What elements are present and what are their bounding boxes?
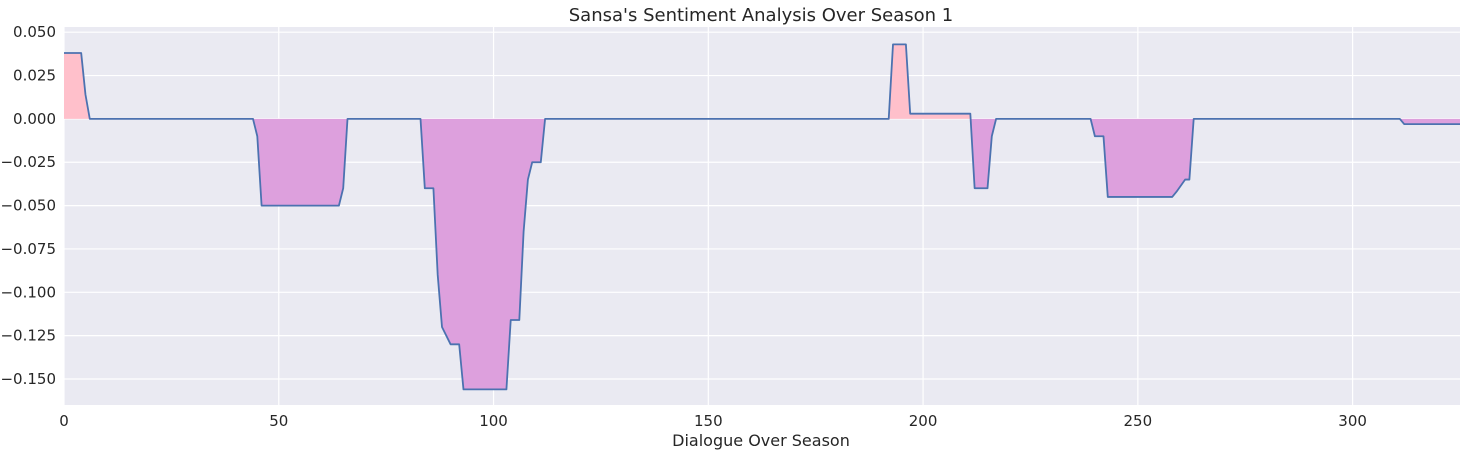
chart-title: Sansa's Sentiment Analysis Over Season 1 <box>569 5 954 26</box>
x-tick-label: 200 <box>909 412 938 430</box>
x-tick-label: 100 <box>479 412 508 430</box>
y-tick-label: −0.025 <box>0 153 56 171</box>
x-tick-label: 50 <box>269 412 288 430</box>
y-tick-label: 0.050 <box>13 23 56 41</box>
x-tick-label: 300 <box>1338 412 1367 430</box>
x-tick-label: 250 <box>1124 412 1153 430</box>
y-tick-label: −0.125 <box>0 327 56 345</box>
x-tick-label: 0 <box>59 412 69 430</box>
y-tick-label: −0.075 <box>0 240 56 258</box>
y-tick-label: −0.050 <box>0 197 56 215</box>
negative-sentiment-area <box>64 118 1460 390</box>
y-tick-label: −0.150 <box>0 370 56 388</box>
x-axis-label: Dialogue Over Season <box>672 431 850 450</box>
y-tick-label: 0.000 <box>13 110 56 128</box>
x-tick-label: 150 <box>694 412 723 430</box>
y-tick-label: 0.025 <box>13 67 56 85</box>
sentiment-line <box>64 43 1460 391</box>
plot-background <box>64 27 1460 405</box>
y-tick-label: −0.100 <box>0 283 56 301</box>
